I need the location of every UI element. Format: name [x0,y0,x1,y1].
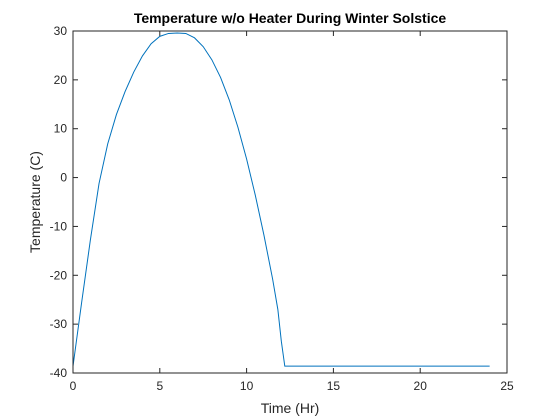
y-tick-label: -20 [50,268,68,282]
x-tick-label: 25 [500,379,514,393]
y-tick-label: -30 [50,317,68,331]
y-tick-label: 0 [60,171,67,185]
plot-frame [72,30,508,374]
x-tick-label: 15 [327,379,341,393]
y-tick-label: 10 [54,122,68,136]
y-axis-label: Temperature (C) [27,151,43,253]
ticks-layer: 0 5 10 15 20 25 -40 -30 -20 -10 0 10 20 30 [50,24,514,393]
y-tick-label: 20 [54,73,68,87]
x-tick-label: 20 [414,379,428,393]
temperature-series-line [72,32,490,367]
x-tick-label: 10 [240,379,254,393]
chart-title: Temperature w/o Heater During Winter Sol… [134,10,447,26]
x-tick-label: 0 [70,379,77,393]
y-tick-label: 30 [54,24,68,38]
x-tick-label: 5 [156,379,163,393]
plot-background [73,31,507,373]
x-axis-label: Time (Hr) [261,400,320,416]
y-tick-label: -40 [50,366,68,380]
y-tick-label: -10 [50,219,68,233]
